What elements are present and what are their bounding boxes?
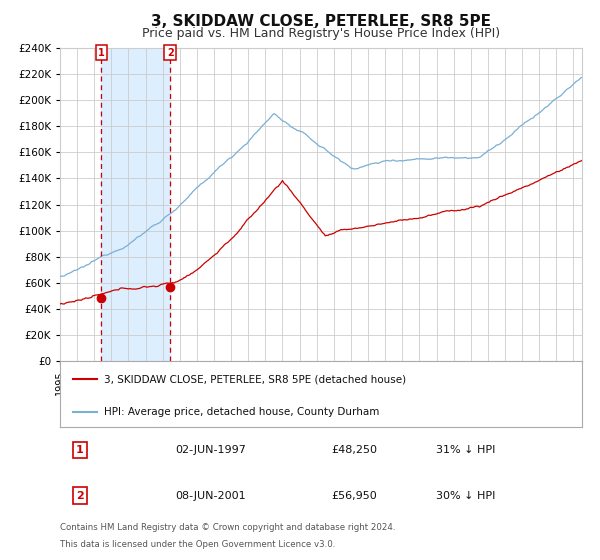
Text: 02-JUN-1997: 02-JUN-1997	[175, 445, 246, 455]
Text: £48,250: £48,250	[331, 445, 377, 455]
Text: Price paid vs. HM Land Registry's House Price Index (HPI): Price paid vs. HM Land Registry's House …	[142, 27, 500, 40]
Text: 2: 2	[167, 48, 173, 58]
Text: 3, SKIDDAW CLOSE, PETERLEE, SR8 5PE (detached house): 3, SKIDDAW CLOSE, PETERLEE, SR8 5PE (det…	[104, 374, 406, 384]
Text: £56,950: £56,950	[331, 491, 377, 501]
Text: 2: 2	[76, 491, 84, 501]
Text: 3, SKIDDAW CLOSE, PETERLEE, SR8 5PE: 3, SKIDDAW CLOSE, PETERLEE, SR8 5PE	[151, 14, 491, 29]
Text: HPI: Average price, detached house, County Durham: HPI: Average price, detached house, Coun…	[104, 407, 380, 417]
Text: 31% ↓ HPI: 31% ↓ HPI	[436, 445, 495, 455]
Text: 08-JUN-2001: 08-JUN-2001	[175, 491, 245, 501]
Text: 1: 1	[98, 48, 105, 58]
Text: Contains HM Land Registry data © Crown copyright and database right 2024.: Contains HM Land Registry data © Crown c…	[60, 523, 395, 532]
Text: 30% ↓ HPI: 30% ↓ HPI	[436, 491, 495, 501]
Text: 1: 1	[76, 445, 84, 455]
Bar	[101, 48, 170, 362]
Text: This data is licensed under the Open Government Licence v3.0.: This data is licensed under the Open Gov…	[60, 540, 335, 549]
